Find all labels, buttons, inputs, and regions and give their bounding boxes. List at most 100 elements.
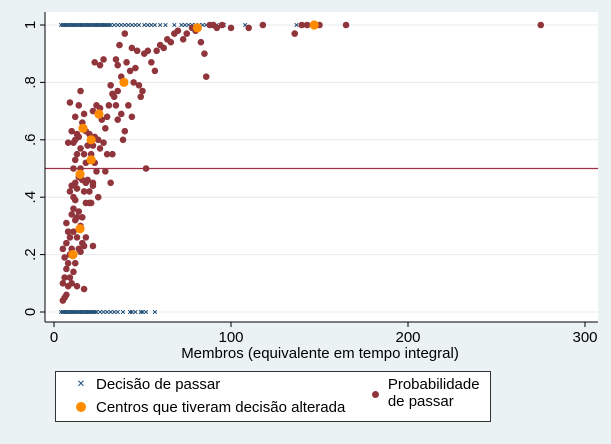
probability-point (66, 234, 74, 241)
probability-point (342, 21, 350, 29)
decision-point (97, 309, 103, 315)
probability-point (70, 193, 77, 201)
probability-point (70, 205, 77, 212)
decision-point (101, 309, 106, 315)
decision-point (149, 22, 154, 28)
decision-point (152, 309, 158, 315)
decision-point (115, 22, 120, 28)
y-tick-label: .6 (22, 134, 39, 147)
probability-point (126, 67, 134, 75)
x-tick-label: 200 (395, 329, 420, 346)
probability-point (114, 87, 122, 95)
probability-point (75, 208, 83, 215)
probability-point (64, 139, 72, 146)
changed-center-point (86, 135, 96, 145)
decision-point (126, 22, 131, 28)
probability-point (102, 125, 109, 132)
changed-center-point (309, 20, 319, 30)
decision-point (129, 22, 135, 28)
probability-point (87, 199, 95, 207)
decision-point (294, 22, 299, 28)
decision-point (143, 309, 149, 315)
probability-point (77, 248, 84, 256)
probability-point (73, 282, 81, 290)
probability-point (71, 113, 79, 121)
changed-center-point (119, 77, 129, 87)
probability-point (64, 259, 72, 267)
decision-point (108, 22, 113, 28)
probability-point (197, 38, 205, 46)
decision-point (119, 22, 124, 28)
probability-point (80, 188, 88, 195)
probability-point (132, 64, 139, 72)
probability-point (91, 59, 99, 66)
probability-point (121, 127, 129, 135)
changed-center-point (75, 224, 85, 234)
probability-point (73, 185, 81, 192)
probability-point (71, 179, 79, 187)
probability-point (70, 268, 77, 276)
probability-point (86, 188, 93, 195)
changed-center-point (68, 250, 78, 260)
plot-area (45, 12, 598, 322)
probability-point (112, 102, 120, 109)
probability-point (259, 21, 267, 29)
probability-point (71, 156, 79, 164)
probability-point (102, 168, 109, 175)
probability-point (100, 56, 107, 63)
decision-point (182, 22, 188, 28)
legend-label: Decisão de passar (96, 376, 221, 393)
decision-point (94, 309, 99, 315)
probability-point (59, 280, 67, 287)
probability-point (63, 219, 70, 227)
probability-point (80, 150, 88, 158)
probability-point (71, 259, 79, 267)
probability-point (73, 234, 81, 241)
probability-point (89, 242, 97, 250)
y-tick-label: 0 (22, 308, 39, 316)
decision-point (140, 309, 145, 315)
probability-point (202, 73, 210, 80)
decision-point (129, 309, 135, 315)
probability-point (135, 81, 143, 89)
probability-point (213, 24, 221, 32)
probability-point (96, 145, 104, 152)
probability-point (77, 145, 84, 152)
x-marker-icon: ✕ (76, 379, 86, 390)
probability-point (121, 30, 129, 37)
legend-item-changed: Centros que tiveram decisão alterada (74, 399, 345, 416)
legend-label: Probabilidade de passar (387, 376, 480, 410)
probability-point (80, 285, 88, 293)
changed-center-point (78, 123, 88, 133)
decision-point (172, 22, 177, 28)
probability-point (201, 50, 208, 57)
probability-point (82, 234, 90, 241)
probability-point (117, 110, 125, 118)
probability-point (107, 179, 114, 187)
changed-center-point (94, 109, 104, 119)
probability-point (77, 87, 84, 95)
probability-point (66, 274, 74, 281)
legend-item-decision: ✕ Decisão de passar (74, 376, 220, 393)
probability-point (114, 116, 122, 124)
probability-point (80, 242, 88, 250)
probability-point (80, 110, 88, 118)
decision-point (104, 309, 110, 315)
probability-point (79, 213, 86, 221)
x-axis-label: Membros (equivalente em tempo integral) (181, 345, 459, 362)
x-tick-label: 100 (218, 329, 243, 346)
changed-center-point (75, 169, 85, 179)
probability-point (73, 213, 81, 221)
decision-point (136, 22, 142, 28)
probability-point (66, 99, 74, 106)
probability-point (183, 30, 191, 37)
changed-center-point (86, 155, 96, 165)
orange-dot-icon (74, 399, 88, 416)
decision-point (133, 22, 138, 28)
probability-point (144, 47, 152, 55)
probability-point (114, 61, 122, 69)
decision-point (133, 309, 138, 315)
decision-point (158, 22, 163, 28)
probability-point (303, 21, 311, 29)
